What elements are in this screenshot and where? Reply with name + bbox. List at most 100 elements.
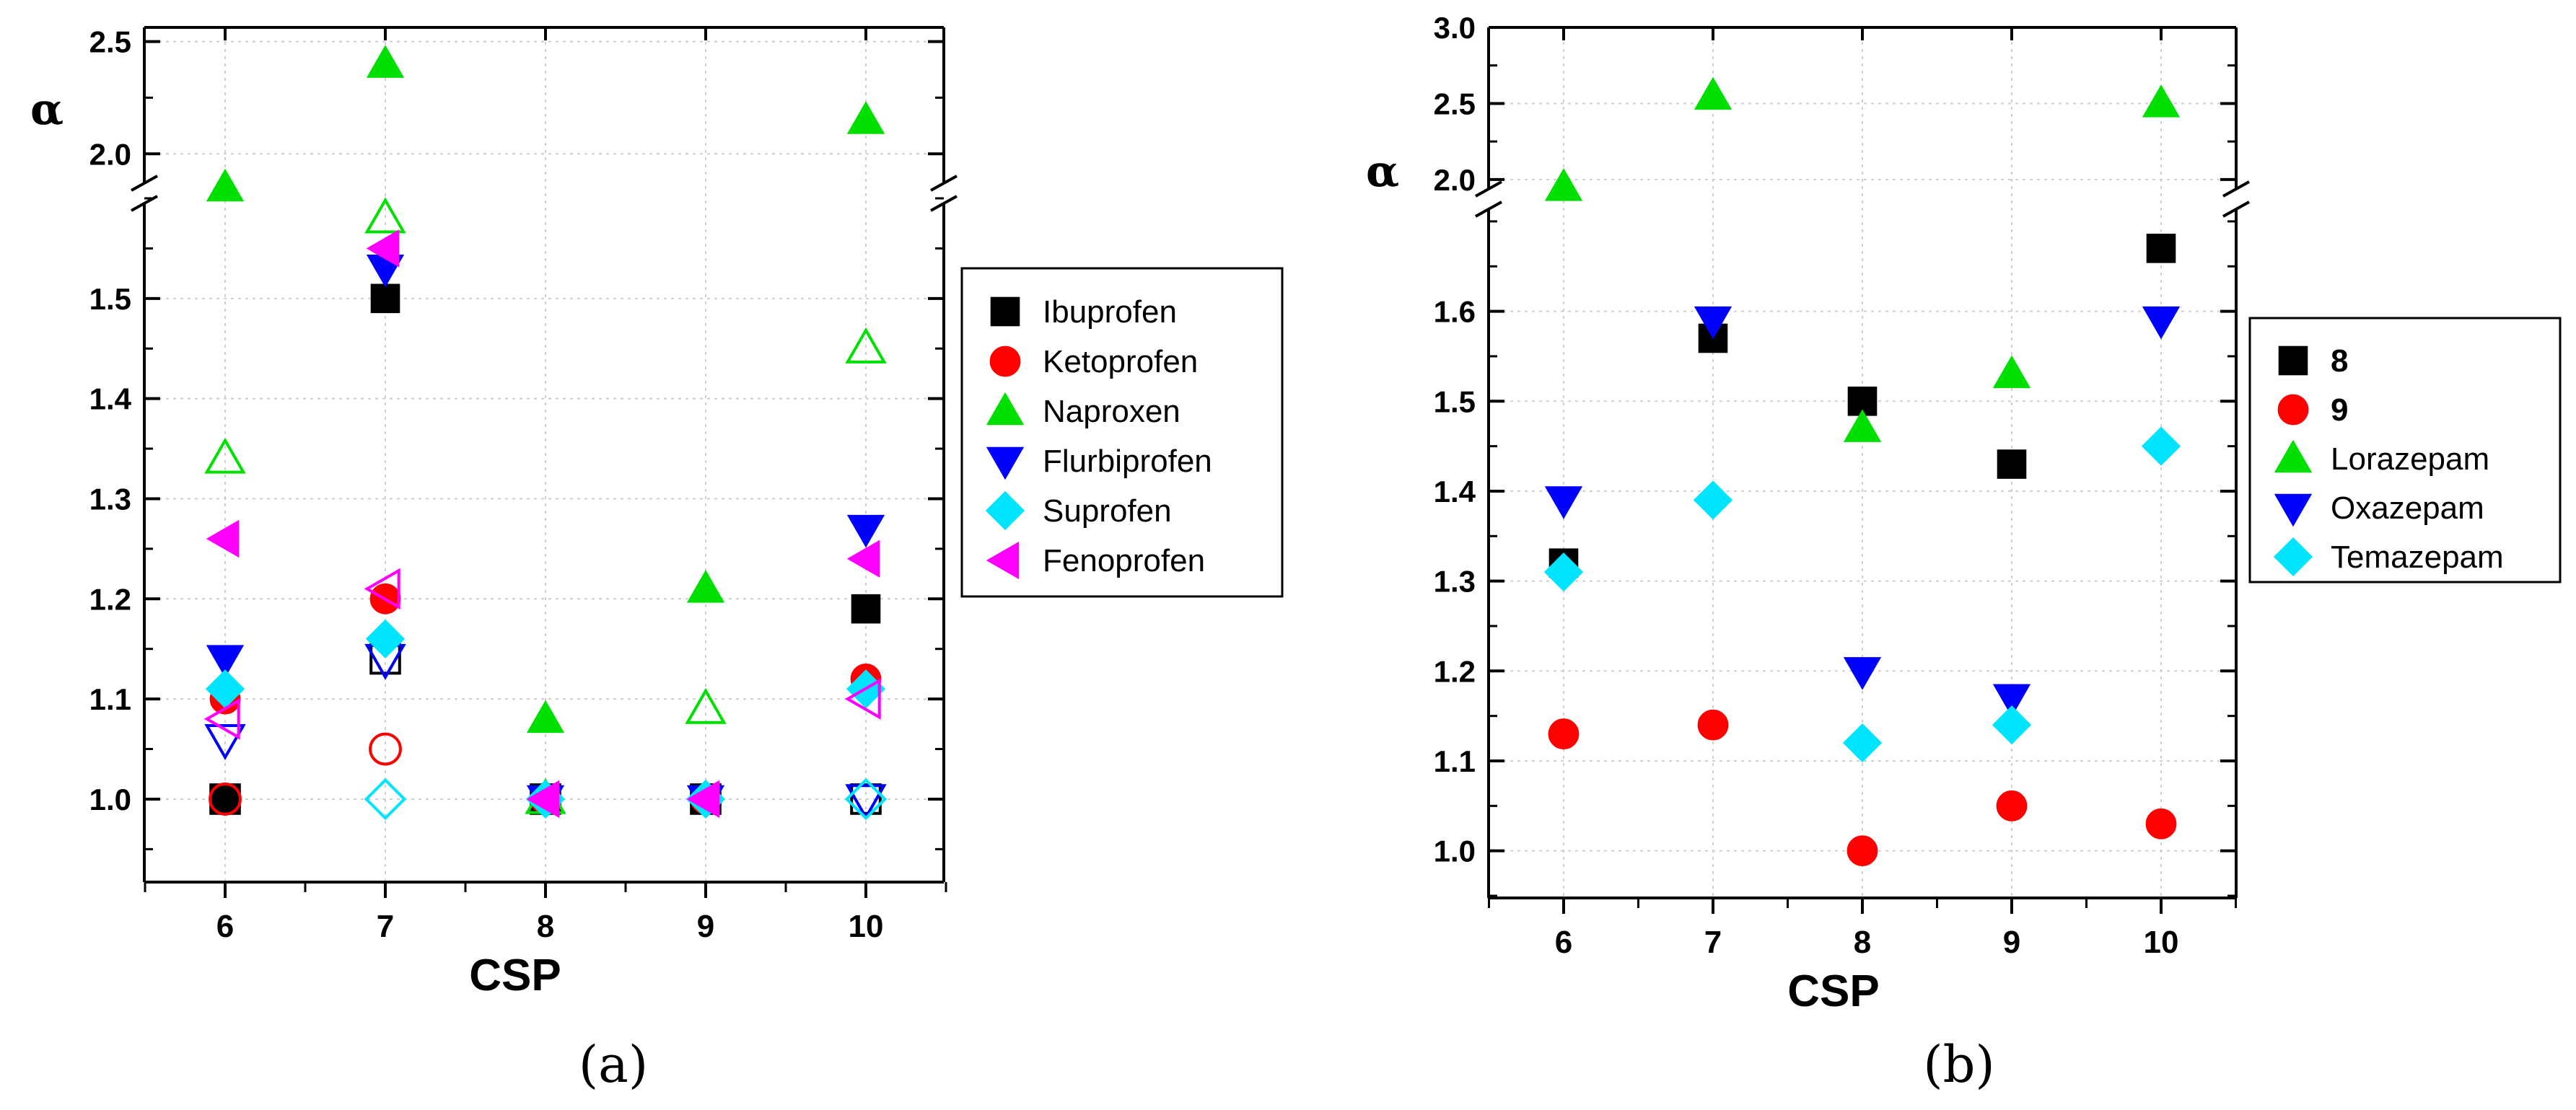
x-tick-label: 9 xyxy=(2003,925,2020,960)
data-point-open xyxy=(844,778,888,821)
legend-label: Ketoprofen xyxy=(1043,344,1198,379)
data-point-open xyxy=(364,197,406,234)
legend: 8 9 Lorazepam Oxazepam Temazepam xyxy=(2248,317,2562,583)
legend-marker xyxy=(989,345,1021,377)
axis-break-mark xyxy=(1475,180,1502,198)
data-point xyxy=(1992,355,2031,389)
panel-label: (b) xyxy=(1923,1035,1994,1094)
x-tick-label: 6 xyxy=(1555,925,1572,960)
data-point xyxy=(2141,426,2181,466)
data-point-open xyxy=(845,784,887,821)
data-point xyxy=(526,780,560,819)
data-point xyxy=(686,570,725,603)
data-point xyxy=(526,700,565,734)
data-point xyxy=(1548,718,1580,749)
y-tick-label: 1.2 xyxy=(1434,654,1476,688)
y-tick-label: 1.4 xyxy=(89,382,132,416)
data-point-open xyxy=(364,568,400,610)
legend-marker xyxy=(2273,537,2313,577)
axis-break-mark xyxy=(930,195,958,212)
x-axis-title: CSP xyxy=(469,951,561,1000)
data-point-open xyxy=(845,327,887,364)
x-tick-label: 7 xyxy=(377,909,394,944)
data-point xyxy=(206,645,245,678)
y-tick-label: 1.4 xyxy=(1434,475,1476,508)
legend-marker xyxy=(986,446,1025,480)
data-point xyxy=(851,594,881,624)
legend-marker xyxy=(986,392,1025,426)
axis-break-mark xyxy=(131,195,158,212)
data-point-open xyxy=(203,698,240,740)
data-point xyxy=(1843,409,1882,442)
series-oxazepam xyxy=(1544,306,2181,718)
panel-label: (a) xyxy=(579,1035,648,1094)
y-tick-label: 1.0 xyxy=(1434,834,1476,868)
data-point xyxy=(1544,486,1583,519)
axis-break-mark xyxy=(930,175,958,192)
y-tick-label: 1.0 xyxy=(89,783,131,816)
data-point xyxy=(206,168,245,202)
data-point-open xyxy=(844,678,881,720)
data-point xyxy=(1544,168,1583,201)
data-point xyxy=(686,780,720,819)
x-tick-label: 10 xyxy=(849,909,884,944)
x-tick-label: 10 xyxy=(2144,925,2179,960)
data-point-open xyxy=(364,778,407,821)
data-point xyxy=(1693,480,1733,520)
y-tick-label: 2.0 xyxy=(1434,163,1476,197)
x-tick-label: 9 xyxy=(697,909,714,944)
data-point xyxy=(846,539,880,578)
x-tick-label: 7 xyxy=(1704,925,1722,960)
data-point xyxy=(1842,723,1883,763)
data-point xyxy=(2146,234,2176,263)
y-tick-label: 2.5 xyxy=(1434,87,1476,120)
y-tick-label: 3.0 xyxy=(1434,11,1476,45)
data-point xyxy=(846,101,885,134)
series-naproxen xyxy=(204,45,887,814)
x-tick-label: 8 xyxy=(1854,925,1871,960)
data-point-open xyxy=(209,783,242,816)
data-point xyxy=(2142,84,2181,118)
data-point xyxy=(370,283,400,314)
legend-marker xyxy=(985,490,1025,531)
data-point-open xyxy=(204,723,246,760)
data-point xyxy=(366,229,400,268)
chart-panel-b: 1.0 1.1 1.2 1.3 1.4 1.5 1.6 2.0 2.5 3.0 6 7 8 9 10 CSP α… xyxy=(1366,11,2562,1094)
legend-label: Naproxen xyxy=(1043,394,1180,429)
data-point-open xyxy=(369,732,402,766)
legend-marker xyxy=(2274,439,2313,473)
x-axis-title: CSP xyxy=(1787,966,1879,1016)
data-point xyxy=(1543,552,1584,592)
data-point-open xyxy=(204,437,246,474)
legend-label: Temazepam xyxy=(2331,539,2504,575)
data-point xyxy=(1992,705,2032,745)
x-tick-label: 6 xyxy=(216,909,234,944)
series-lorazepam xyxy=(1544,76,2181,442)
legend-marker xyxy=(2277,394,2309,426)
series-9 xyxy=(1548,709,2177,867)
data-point xyxy=(1996,790,2028,822)
legend: Ibuprofen Ketoprofen Naproxen Flurbiprofen S… xyxy=(960,267,1284,598)
series-temazepam xyxy=(1543,426,2181,763)
axis-break-mark xyxy=(131,175,158,192)
legend-label: Oxazepam xyxy=(2331,490,2484,526)
data-point xyxy=(366,45,405,78)
legend-marker xyxy=(2274,493,2313,527)
data-point xyxy=(1697,709,1729,741)
data-point xyxy=(1992,684,2031,718)
y-tick-label: 2.5 xyxy=(89,25,131,59)
legend-label: 8 xyxy=(2331,343,2348,379)
legend-label: Suprofen xyxy=(1043,493,1172,529)
data-point-open xyxy=(685,687,727,724)
legend-label: Fenoprofen xyxy=(1043,543,1205,578)
y-tick-label: 1.1 xyxy=(89,682,131,716)
y-tick-label: 1.5 xyxy=(1434,384,1476,418)
y-axis-title: α xyxy=(1366,146,1399,197)
data-point xyxy=(1843,657,1882,690)
legend-marker xyxy=(2278,345,2308,376)
data-point xyxy=(2142,306,2181,340)
data-point xyxy=(365,619,406,658)
y-axis-title: α xyxy=(30,84,63,135)
y-tick-label: 2.0 xyxy=(89,137,131,171)
